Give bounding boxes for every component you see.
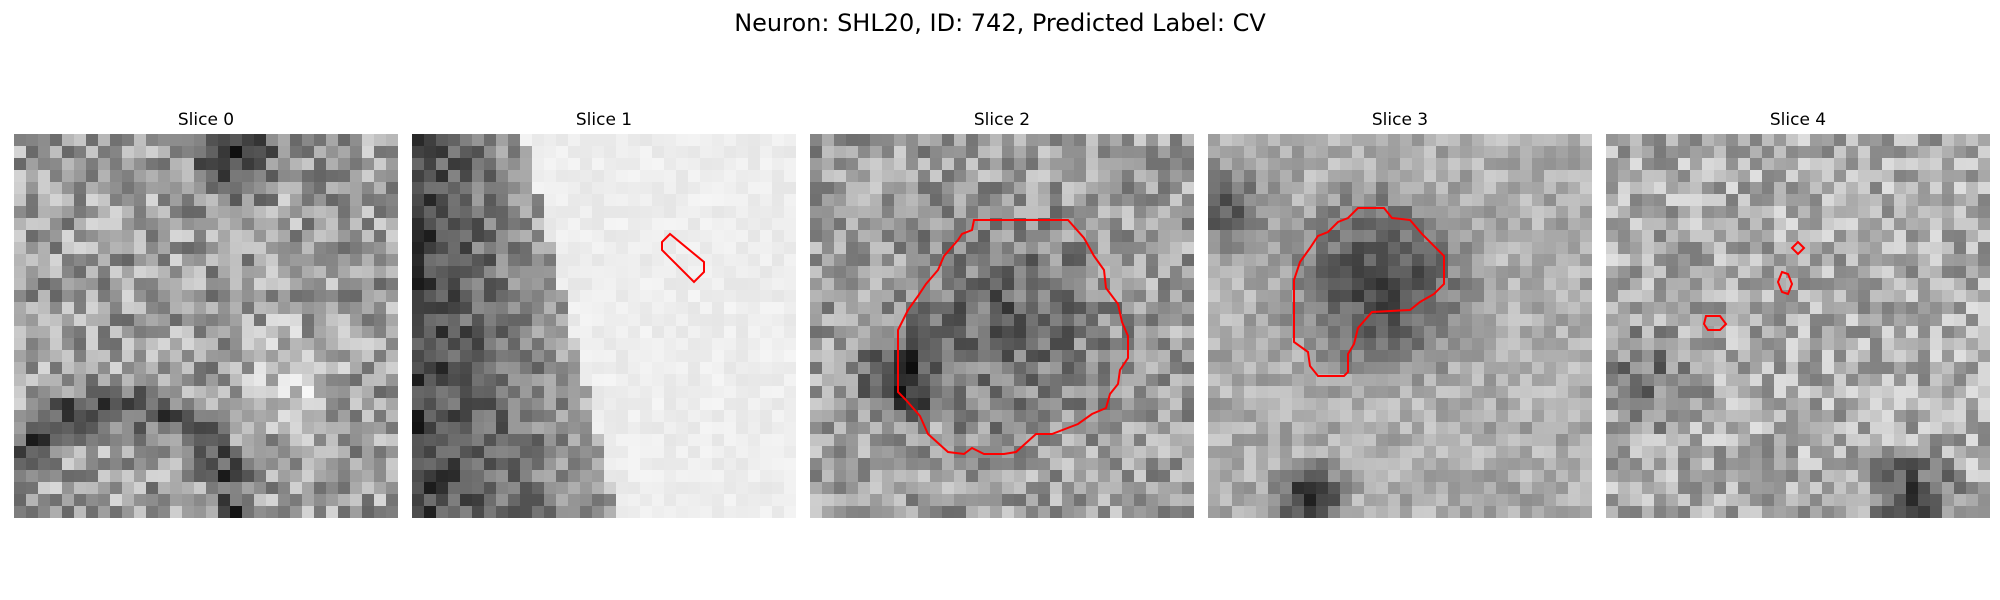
pixel-grid	[1606, 134, 1990, 518]
slice-image-3	[1208, 134, 1592, 518]
slice-title-2: Slice 2	[810, 110, 1194, 130]
slice-image-4	[1606, 134, 1990, 518]
figure-suptitle: Neuron: SHL20, ID: 742, Predicted Label:…	[0, 8, 2000, 38]
slice-image-2	[810, 134, 1194, 518]
pixel-grid	[1208, 134, 1592, 518]
pixel-grid	[14, 134, 398, 518]
pixel-grid	[810, 134, 1194, 518]
pixel-grid	[412, 134, 796, 518]
slice-title-4: Slice 4	[1606, 110, 1990, 130]
slice-image-0	[14, 134, 398, 518]
slice-title-0: Slice 0	[14, 110, 398, 130]
slice-title-1: Slice 1	[412, 110, 796, 130]
slice-title-3: Slice 3	[1208, 110, 1592, 130]
slice-image-1	[412, 134, 796, 518]
